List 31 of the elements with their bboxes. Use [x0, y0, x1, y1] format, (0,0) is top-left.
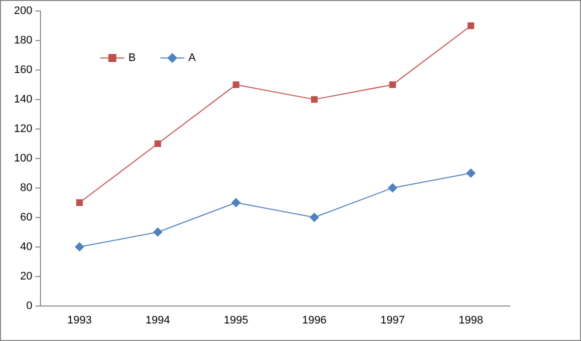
- point: [389, 81, 396, 88]
- y-tick-label: 120: [14, 122, 32, 135]
- x-tick-label: 1995: [224, 314, 248, 326]
- y-tick-label: 200: [14, 5, 32, 18]
- point: [154, 140, 162, 147]
- y-tick-label: 20: [20, 270, 32, 282]
- x-tick-label: 1994: [146, 314, 170, 326]
- y-tick-label: 60: [20, 211, 32, 224]
- point: [468, 22, 474, 30]
- y-tick-label: 80: [20, 182, 32, 194]
- point: [388, 183, 398, 192]
- y-tick-label: 0: [26, 300, 32, 312]
- x-tick-label: 1993: [67, 314, 92, 326]
- x-tick-label: 1996: [302, 314, 327, 326]
- y-tick-label: 160: [14, 64, 32, 76]
- y-tick-label: 180: [14, 34, 32, 47]
- point: [310, 96, 318, 103]
- y-tick-label: 40: [20, 240, 32, 253]
- point: [466, 168, 476, 178]
- point: [232, 198, 241, 208]
- legend-label: B: [128, 52, 136, 64]
- legend-label: A: [188, 52, 196, 64]
- point: [74, 242, 84, 252]
- point: [232, 81, 240, 88]
- point: [310, 212, 319, 222]
- point: [76, 199, 83, 206]
- x-tick-label: 1998: [458, 314, 484, 326]
- point: [153, 228, 162, 237]
- y-tick-label: 100: [14, 152, 32, 164]
- y-tick-label: 140: [14, 93, 32, 106]
- x-tick-label: 1997: [380, 314, 405, 326]
